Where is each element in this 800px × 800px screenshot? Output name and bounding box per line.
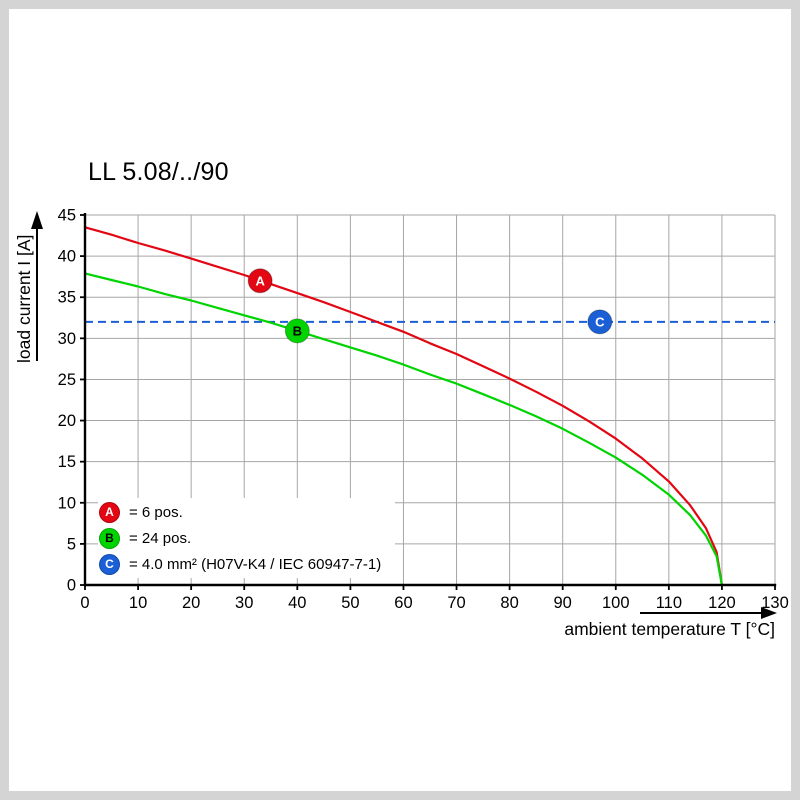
y-tick-label: 25 — [58, 371, 76, 389]
legend-label-a: = 6 pos. — [129, 503, 183, 521]
y-tick-label: 40 — [58, 248, 76, 266]
legend-item-a: A = 6 pos. — [99, 499, 381, 525]
legend-swatch-b-letter: B — [105, 531, 114, 545]
x-tick-label: 10 — [129, 594, 147, 612]
legend-swatch-A: A — [99, 501, 120, 523]
x-tick-label: 40 — [288, 594, 306, 612]
marker-A — [247, 268, 273, 294]
marker-C — [587, 309, 613, 335]
y-tick-label: 0 — [67, 577, 76, 595]
x-tick-label: 110 — [656, 594, 682, 612]
x-tick-label: 0 — [80, 594, 89, 612]
x-tick-label: 100 — [602, 594, 630, 612]
legend-swatch-C: C — [99, 553, 120, 575]
marker-B-label: B — [293, 324, 302, 339]
y-tick-label: 5 — [67, 535, 76, 553]
marker-B — [284, 318, 310, 344]
legend-label-b: = 24 pos. — [129, 529, 192, 547]
legend-item-b: B = 24 pos. — [99, 525, 381, 551]
x-tick-label: 120 — [708, 594, 736, 612]
marker-A-label: A — [255, 274, 265, 289]
x-axis-title: ambient temperature T [°C] — [564, 619, 775, 639]
x-tick-label: 20 — [182, 594, 200, 612]
y-tick-label: 45 — [58, 207, 76, 225]
y-tick-label: 15 — [58, 453, 76, 471]
y-tick-label: 10 — [58, 494, 76, 512]
y-tick-label: 20 — [58, 412, 76, 430]
x-tick-label: 90 — [554, 594, 572, 612]
legend-item-c: C = 4.0 mm² (H07V-K4 / IEC 60947-7-1) — [99, 551, 381, 577]
x-tick-label: 80 — [500, 594, 518, 612]
y-tick-label: 35 — [58, 289, 76, 307]
marker-C-label: C — [595, 315, 605, 330]
x-tick-label: 50 — [341, 594, 359, 612]
legend-label-c: = 4.0 mm² (H07V-K4 / IEC 60947-7-1) — [129, 555, 382, 573]
curve-A — [83, 226, 724, 587]
legend-swatch-B: B — [99, 527, 120, 549]
x-tick-label: 130 — [761, 594, 789, 612]
x-axis-arrow-head — [761, 607, 777, 619]
y-axis-arrow-head — [31, 211, 43, 229]
chart-title: LL 5.08/../90 — [88, 158, 229, 186]
x-tick-label: 60 — [394, 594, 412, 612]
x-tick-label: 30 — [235, 594, 253, 612]
x-tick-label: 70 — [447, 594, 465, 612]
y-tick-label: 30 — [58, 330, 76, 348]
curve-B — [83, 272, 724, 587]
legend-swatch-c-letter: C — [105, 557, 114, 571]
legend-swatch-a-letter: A — [105, 505, 114, 519]
legend: A = 6 pos. B = 24 pos. C = 4.0 mm² (H07V… — [98, 498, 396, 578]
